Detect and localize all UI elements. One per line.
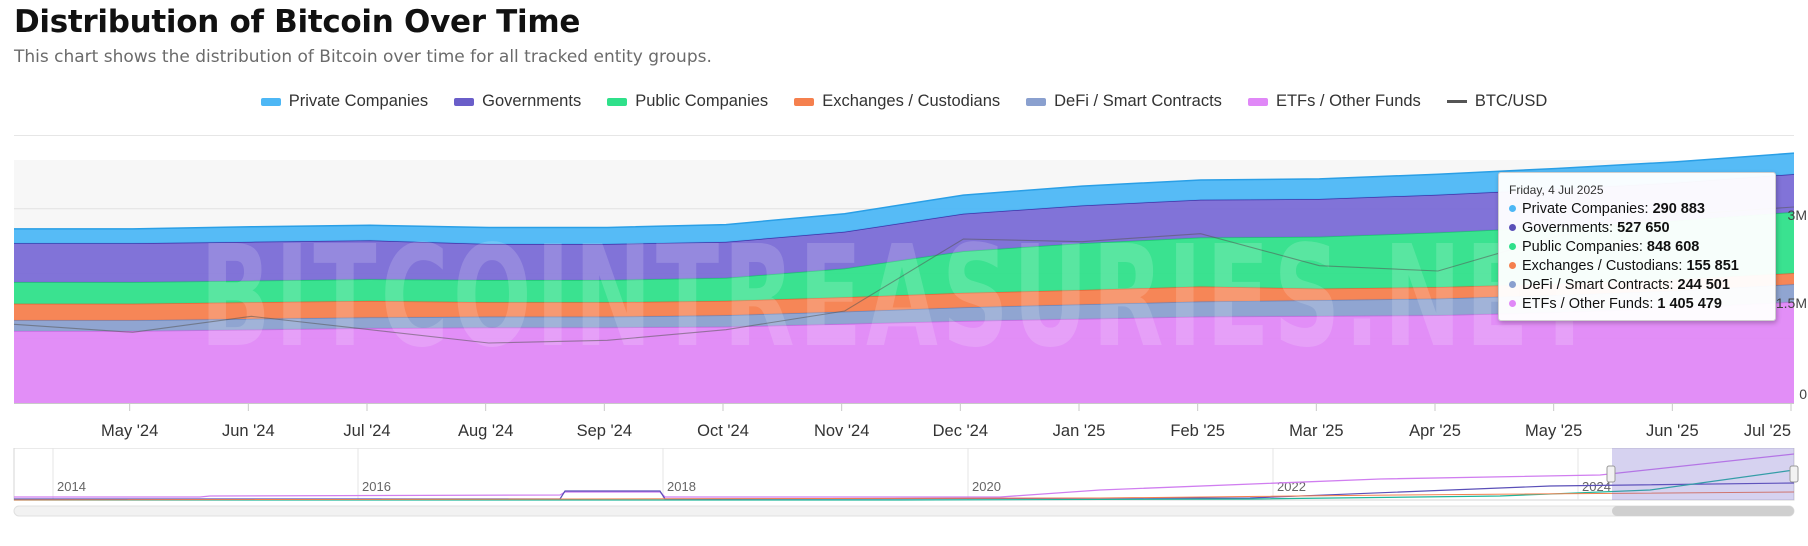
scrollbar-track xyxy=(13,505,1795,517)
tooltip-value: 527 650 xyxy=(1617,220,1670,236)
line-btc-usd xyxy=(13,206,1795,344)
x-tick-label: Jun '24 xyxy=(222,422,275,440)
navigator-line-public xyxy=(14,469,1795,501)
x-tick-label: May '24 xyxy=(101,422,158,440)
legend-item-defi-smart-contracts[interactable]: DeFi / Smart Contracts xyxy=(1026,92,1222,111)
area-etfs-other-funds xyxy=(14,301,1794,403)
legend-item-etfs-other-funds[interactable]: ETFs / Other Funds xyxy=(1247,92,1421,111)
tooltip-date: Friday, 4 Jul 2025 xyxy=(1509,183,1604,197)
x-tick-label: Jul '25 xyxy=(1744,422,1791,440)
legend-label: Public Companies xyxy=(635,92,769,110)
tooltip-label: Exchanges / Custodians: xyxy=(1522,258,1687,274)
tooltip-row: Private Companies: 290 883 xyxy=(1509,200,1765,219)
tooltip-label: ETFs / Other Funds: xyxy=(1522,296,1658,312)
tooltip-row: Public Companies: 848 608 xyxy=(1509,238,1765,257)
navigator-year-label: 2018 xyxy=(667,479,696,494)
navigator-chart[interactable]: 2014 2016 2018 2020 2022 2024 xyxy=(0,448,1808,522)
tooltip-dot xyxy=(1509,280,1516,288)
tooltip-row: Governments: 527 650 xyxy=(1509,219,1765,238)
x-tick-label: Aug '24 xyxy=(458,422,513,440)
legend-swatch xyxy=(454,97,475,106)
legend-label: Private Companies xyxy=(288,92,429,110)
x-tick-label: Sep '24 xyxy=(577,422,632,440)
tooltip-dot xyxy=(1509,242,1516,250)
x-tick-label: Jul '24 xyxy=(343,422,390,440)
legend-item-governments[interactable]: Governments xyxy=(454,92,581,111)
tooltip-dot xyxy=(1509,204,1516,212)
legend-swatch xyxy=(260,97,281,106)
legend-item-exchanges-custodians[interactable]: Exchanges / Custodians xyxy=(794,92,1000,111)
navigator-handle-left[interactable] xyxy=(1606,465,1616,483)
tooltip-label: Private Companies: xyxy=(1522,201,1653,217)
y-tick-label: 1.5M xyxy=(1776,295,1807,311)
legend-label: BTC/USD xyxy=(1474,92,1548,110)
legend-label: Exchanges / Custodians xyxy=(822,92,1001,110)
navigator-year-label: 2016 xyxy=(362,479,391,494)
navigator-year-label: 2024 xyxy=(1582,479,1611,494)
x-tick-label: Dec '24 xyxy=(933,422,988,440)
legend-divider xyxy=(14,135,1794,136)
tooltip-row: ETFs / Other Funds: 1 405 479 xyxy=(1509,295,1765,314)
legend-item-btc-usd[interactable]: BTC/USD xyxy=(1446,92,1548,111)
y-tick-label: 3M xyxy=(1788,207,1807,223)
area-exchanges-custodians xyxy=(14,273,1794,321)
chart-legend: Private Companies Governments Public Com… xyxy=(0,92,1808,111)
x-tick-label: Jan '25 xyxy=(1053,422,1106,440)
page-title: Distribution of Bitcoin Over Time xyxy=(14,4,581,40)
data-tooltip: Friday, 4 Jul 2025 Private Companies: 29… xyxy=(1498,172,1776,321)
tooltip-dot xyxy=(1509,299,1516,307)
tooltip-value: 244 501 xyxy=(1677,277,1730,293)
navigator-year-label: 2014 xyxy=(57,479,86,494)
legend-swatch xyxy=(607,97,628,106)
x-tick-label: Feb '25 xyxy=(1170,422,1225,440)
tooltip-dot xyxy=(1509,223,1516,231)
y-tick-label: 0 xyxy=(1799,386,1807,402)
tooltip-row: Exchanges / Custodians: 155 851 xyxy=(1509,257,1765,276)
watermark: BITCOINTREASURIES.NET xyxy=(200,216,1600,379)
x-tick-label: Apr '25 xyxy=(1409,422,1461,440)
navigator-year-label: 2020 xyxy=(972,479,1001,494)
legend-swatch xyxy=(1446,100,1467,103)
area-defi-smart-contracts xyxy=(14,284,1794,332)
scrollbar-thumb[interactable] xyxy=(1612,506,1794,516)
x-tick-label: Nov '24 xyxy=(814,422,869,440)
legend-label: ETFs / Other Funds xyxy=(1275,92,1421,110)
area-public-companies xyxy=(14,212,1794,304)
x-tick-label: May '25 xyxy=(1525,422,1582,440)
main-chart[interactable]: BITCOINTREASURIES.NET May '24 Jun '24 Jul '… xyxy=(0,140,1808,445)
navigator-frame xyxy=(13,448,1795,501)
legend-swatch xyxy=(794,97,815,106)
navigator-line-exchanges xyxy=(13,491,1795,501)
page-subtitle: This chart shows the distribution of Bit… xyxy=(14,47,712,67)
tooltip-value: 848 608 xyxy=(1646,239,1700,255)
legend-item-public-companies[interactable]: Public Companies xyxy=(607,92,768,111)
tooltip-value: 1 405 479 xyxy=(1657,296,1722,312)
tooltip-value: 290 883 xyxy=(1652,201,1705,217)
navigator-line-governments xyxy=(14,482,1795,500)
tooltip-label: DeFi / Smart Contracts: xyxy=(1522,277,1678,293)
tooltip-label: Public Companies: xyxy=(1522,239,1647,255)
legend-swatch xyxy=(1247,97,1268,106)
legend-item-private-companies[interactable]: Private Companies xyxy=(260,92,429,111)
x-tick-label: Jun '25 xyxy=(1646,422,1699,440)
tooltip-row: DeFi / Smart Contracts: 244 501 xyxy=(1509,276,1765,295)
navigator-selection xyxy=(1612,448,1794,500)
x-tick-label: Mar '25 xyxy=(1289,422,1344,440)
tooltip-value: 155 851 xyxy=(1686,258,1739,274)
navigator-handle-right[interactable] xyxy=(1789,465,1799,483)
x-tick-label: Oct '24 xyxy=(697,422,749,440)
area-governments xyxy=(14,174,1794,283)
legend-label: Governments xyxy=(482,92,582,110)
legend-swatch xyxy=(1026,97,1047,106)
area-edge-private-companies xyxy=(14,152,1795,230)
navigator-year-label: 2022 xyxy=(1277,479,1306,494)
legend-label: DeFi / Smart Contracts xyxy=(1054,92,1222,110)
area-private-companies xyxy=(14,153,1794,245)
tooltip-label: Governments: xyxy=(1522,220,1618,236)
tooltip-dot xyxy=(1509,261,1516,269)
